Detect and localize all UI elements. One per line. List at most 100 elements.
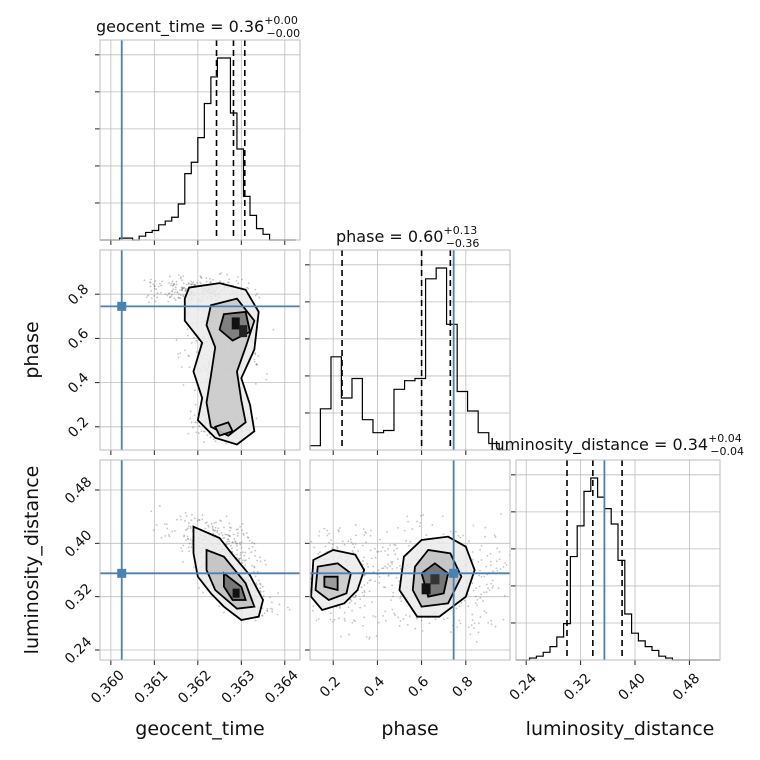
ld-ph-sample (302, 599, 304, 601)
ph-gt-sample (254, 353, 257, 356)
ld-ph-sample (317, 617, 320, 620)
ld-gt-sample (188, 542, 191, 545)
ph-gt-sample (254, 288, 257, 291)
ph-gt-sample (177, 296, 180, 299)
ph-gt-sample (191, 282, 194, 285)
ld-ph-sample (307, 577, 309, 579)
ld-gt-sample (251, 564, 253, 567)
ld-ph-sample (478, 574, 481, 577)
ph-gt-sample (258, 296, 261, 299)
ld-gt-sample (271, 601, 273, 604)
ld-ph-sample (497, 587, 500, 590)
ph-gt-sample (181, 288, 184, 291)
ld-ph-sample (469, 633, 472, 636)
ld-ph-sample (441, 515, 444, 518)
ld-ph-sample (303, 603, 305, 605)
ld-gt-sample (234, 540, 236, 543)
ld-ph-xtick-label: 0.4 (361, 674, 388, 701)
ld-gt-sample (187, 537, 189, 540)
ld-gt-sample (241, 551, 244, 554)
ld-ph-sample (365, 636, 368, 638)
ld-ph-sample (389, 565, 391, 567)
ld-ph-sample (408, 615, 411, 617)
ld-ph-sample (406, 623, 409, 626)
title-minus-err: −0.00 (266, 27, 300, 40)
ph-gt-sample (173, 297, 176, 300)
ld-ph-sample (511, 570, 513, 572)
ph-gt-sample (180, 366, 183, 368)
ld-ph-sample (443, 618, 445, 621)
ld-ph-sample (387, 563, 390, 566)
ph-gt-sample (176, 291, 179, 294)
ld-gt-sample (226, 543, 228, 546)
ld-ph-sample (539, 544, 541, 546)
ld-gt-sample (226, 541, 228, 543)
ph-gt-sample (168, 296, 171, 298)
ld-gt-sample (263, 612, 266, 615)
ld-ph-sample (407, 520, 410, 523)
ld-ph-sample (387, 575, 390, 577)
ph-gt-sample (253, 358, 256, 361)
ld-ph-sample (391, 584, 393, 587)
ld-ph-sample (428, 622, 431, 625)
ld-ph-sample (278, 538, 280, 540)
ld-gt-sample (217, 527, 219, 530)
ld-gt-sample (253, 565, 256, 568)
ld-ph-sample (471, 551, 474, 553)
ld-ph-injection-marker (449, 568, 459, 578)
ld-gt-xtick-label: 0.361 (132, 667, 172, 707)
ld-gt-sample (227, 538, 230, 541)
ld-ph-sample (505, 563, 508, 566)
ph-gt-sample (182, 287, 184, 290)
ld-ph-sample (383, 586, 385, 589)
ld-ph-sample (455, 607, 458, 610)
ld-ph-sample (352, 596, 355, 599)
ld-gt-sample (250, 551, 252, 554)
ld-ph-sample (492, 570, 494, 573)
ld-ph-sample (450, 631, 452, 634)
ph-gt-sample (170, 295, 173, 298)
ph-gt-sample (174, 286, 177, 289)
ld-gt-sample (228, 526, 231, 529)
ld-ph-sample (405, 539, 408, 542)
ld-gt-sample (193, 517, 196, 520)
ld-gt-sample (183, 535, 185, 538)
ph-gt-sample (255, 363, 258, 366)
ld-ph-sample (378, 538, 381, 541)
ld-gt-sample (223, 536, 226, 539)
ld-ph-sample (495, 560, 498, 563)
ld-ph-sample (475, 595, 477, 598)
ld-gt-sample (241, 561, 244, 564)
ph-gt-sample (193, 389, 196, 392)
ld-gt-sample (211, 527, 214, 529)
ph-gt-sample (209, 436, 212, 439)
ld-gt-sample (240, 541, 243, 544)
ld-ph-sample (394, 614, 396, 617)
ph-gt-sample (190, 421, 193, 424)
ld-gt-sample (180, 518, 182, 521)
ph-gt-sample (199, 275, 202, 278)
ld-gt-sample (269, 596, 271, 599)
ld-gt-sample (214, 529, 217, 532)
ld-gt-sample (253, 566, 256, 569)
ld-ph-sample (392, 591, 395, 594)
ph-gt-density-peak (239, 325, 248, 338)
ld-gt-sample (190, 513, 193, 516)
ld-ph-sample (354, 534, 357, 537)
ld-gt-sample (182, 544, 185, 547)
ld-gt-sample (236, 549, 239, 552)
ld-gt-sample (212, 529, 215, 532)
ph-gt-sample (181, 286, 184, 289)
ld-ph-sample (303, 583, 305, 585)
ld-gt-sample (223, 526, 225, 529)
ld-gt-xtick-label: 0.363 (219, 667, 259, 707)
ld-ph-sample (378, 581, 381, 584)
ld-gt-sample (166, 527, 169, 530)
ld-ph-sample (368, 590, 371, 593)
ld-ph-sample (357, 550, 359, 552)
ld-gt-sample (276, 613, 279, 616)
gt-hist-step (100, 57, 296, 241)
ph-gt-sample (150, 289, 153, 292)
ph-gt-sample (265, 378, 268, 381)
